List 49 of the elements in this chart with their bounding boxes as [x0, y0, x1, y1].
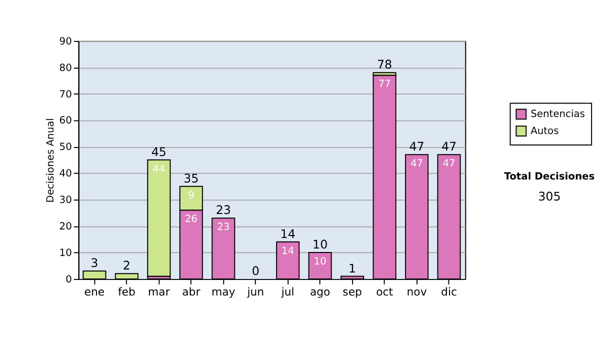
total-label: 10: [312, 238, 328, 252]
y-tick-label: 10: [59, 248, 72, 259]
text: 305: [538, 189, 561, 204]
total-label: 35: [184, 171, 199, 186]
total-label: 14: [280, 226, 296, 241]
y-axis-title: Decisiones Anual: [45, 118, 56, 203]
data-label: 44: [152, 164, 166, 175]
legend-label: Autos: [530, 126, 559, 138]
legend-label: Sentencias: [530, 109, 585, 120]
y-tick-label: 80: [59, 62, 72, 74]
x-tick-label: may: [212, 285, 236, 298]
total-label: 45: [151, 144, 166, 159]
total-label: 78: [376, 58, 392, 72]
data-label: 26: [184, 214, 198, 226]
x-tick-label: mar: [148, 285, 170, 298]
y-tick-label: 60: [59, 116, 72, 127]
x-tick-label: sep: [342, 285, 362, 298]
y-tick-label: 50: [59, 142, 72, 154]
x-tick-label: dic: [441, 285, 457, 298]
x-tick-label: jul: [280, 285, 294, 298]
data-label: 23: [217, 222, 230, 234]
y-tick-label: 90: [59, 36, 72, 48]
x-tick-label: nov: [406, 285, 428, 298]
y-tick-label: 30: [59, 195, 72, 206]
total-label: 47: [441, 140, 457, 154]
text: Total Decisiones: [504, 172, 595, 183]
bar: [147, 159, 171, 277]
total-label: 0: [252, 264, 260, 278]
data-label: 47: [410, 158, 424, 170]
y-tick-label: 0: [66, 274, 72, 286]
x-tick-label: ene: [84, 285, 105, 298]
total-label: 1: [348, 261, 356, 276]
x-tick-label: ago: [310, 285, 331, 298]
data-label: 10: [314, 256, 326, 268]
x-tick-label: feb: [118, 285, 136, 298]
data-label: 14: [282, 246, 294, 257]
total-label: 2: [122, 258, 130, 273]
x-tick-label: jun: [246, 285, 264, 298]
x-tick-label: abr: [182, 285, 201, 298]
total-label: 47: [409, 140, 424, 154]
data-label: 47: [442, 158, 456, 170]
data-label: 9: [188, 190, 194, 202]
y-tick-label: 20: [59, 222, 72, 233]
y-tick-label: 40: [59, 168, 72, 180]
total-label: 3: [90, 256, 98, 270]
x-tick-label: oct: [376, 285, 394, 298]
total-label: 23: [216, 203, 231, 218]
y-tick-label: 70: [59, 89, 72, 100]
data-label: 77: [378, 79, 391, 90]
